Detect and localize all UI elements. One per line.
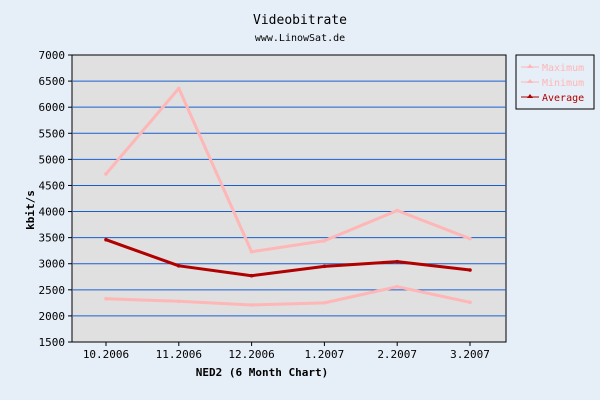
- legend-marker: [527, 94, 533, 98]
- y-tick-label: 4500: [39, 179, 66, 192]
- data-point-maximum: [322, 238, 327, 243]
- legend-marker: [527, 79, 533, 83]
- data-point-minimum: [104, 296, 108, 301]
- x-axis-label: NED2 (6 Month Chart): [196, 366, 328, 379]
- series-line-average: [105, 238, 471, 278]
- series-lines: [104, 86, 472, 307]
- legend-label: Minimum: [542, 78, 584, 89]
- data-point-minimum: [249, 303, 254, 307]
- series-line-minimum: [105, 285, 471, 307]
- data-point-average: [177, 264, 181, 268]
- y-tick-label: 5000: [39, 153, 66, 166]
- y-axis-ticks: 1500 2000 2500 3000 3500 4000 4500 5000 5500 6000…: [39, 49, 72, 349]
- legend-label: Maximum: [542, 63, 584, 74]
- x-tick-label: 2.2007: [377, 348, 417, 361]
- y-tick-label: 6000: [39, 101, 66, 114]
- x-axis-ticks: 10.2006 11.2006 12.2006 1.2007 2.2007 3.2007: [83, 342, 490, 361]
- data-point-average: [468, 268, 472, 272]
- y-tick-label: 3500: [39, 232, 66, 245]
- y-axis-label: kbit/s: [24, 190, 37, 230]
- data-point-minimum: [468, 300, 472, 305]
- y-tick-label: 6500: [39, 75, 66, 88]
- chart-subtitle: www.LinowSat.de: [255, 33, 345, 44]
- data-point-average: [104, 237, 108, 242]
- legend: Maximum Minimum Average: [521, 63, 584, 104]
- data-point-maximum: [395, 208, 400, 213]
- y-tick-label: 7000: [39, 49, 66, 62]
- x-tick-label: 12.2006: [228, 348, 274, 361]
- data-point-minimum: [322, 301, 327, 305]
- data-point-average: [322, 264, 327, 269]
- x-tick-label: 3.2007: [450, 348, 490, 361]
- y-tick-label: 5500: [39, 127, 66, 140]
- y-tick-label: 3000: [39, 258, 66, 271]
- y-tick-label: 4000: [39, 206, 66, 219]
- x-tick-label: 10.2006: [83, 348, 129, 361]
- y-tick-label: 2500: [39, 284, 66, 297]
- x-tick-label: 1.2007: [305, 348, 345, 361]
- data-point-minimum: [395, 284, 400, 289]
- chart-title: Videobitrate: [253, 13, 347, 28]
- legend-marker: [527, 64, 533, 68]
- y-tick-label: 1500: [39, 336, 66, 349]
- data-point-maximum: [249, 249, 254, 254]
- x-tick-label: 11.2006: [156, 348, 202, 361]
- grid-lines: [72, 80, 506, 317]
- data-point-maximum: [104, 172, 108, 176]
- data-point-minimum: [177, 299, 181, 304]
- data-point-average: [395, 259, 400, 264]
- data-point-maximum: [468, 236, 472, 241]
- data-point-average: [249, 273, 254, 278]
- legend-label: Average: [542, 93, 584, 104]
- y-tick-label: 2000: [39, 310, 66, 323]
- series-line-maximum: [104, 86, 471, 254]
- data-point-maximum: [177, 86, 181, 91]
